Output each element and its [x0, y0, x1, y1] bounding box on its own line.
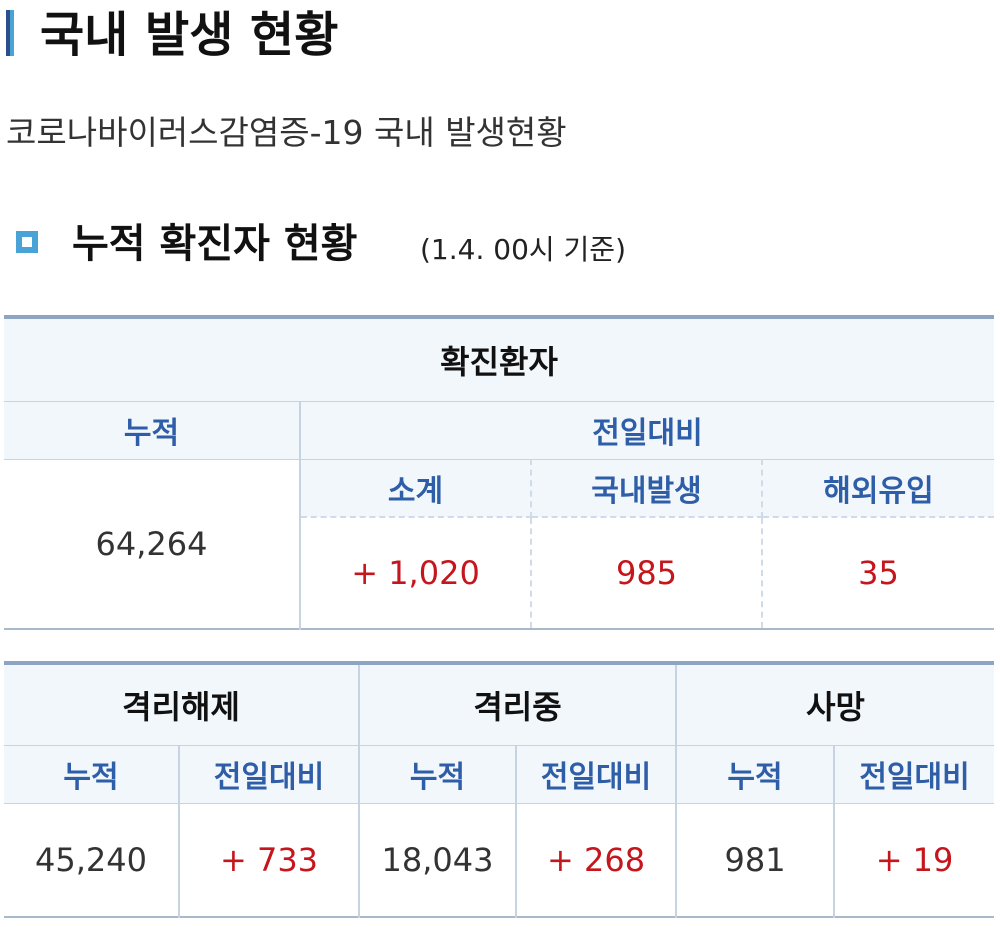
isolated-header: 격리중: [359, 663, 678, 746]
deaths-cumulative-label: 누적: [676, 745, 836, 804]
section-date-note: (1.4. 00시 기준): [420, 233, 626, 266]
confirmed-domestic-label: 국내발생: [531, 459, 763, 518]
page-title: 국내 발생 현황: [40, 7, 339, 63]
section-title: 누적 확진자 현황: [72, 221, 358, 267]
confirmed-cases-table: 확진환자 누적 전일대비 64,264 소계 국내발생 해외유입 + 1,020…: [4, 315, 995, 630]
confirmed-imported-value: 35: [762, 517, 995, 629]
page-subtitle: 코로나바이러스감염증-19 국내 발생현황: [6, 113, 567, 152]
section-square-icon: [16, 231, 38, 253]
confirmed-cumulative-label: 누적: [4, 401, 301, 460]
deaths-change-label: 전일대비: [834, 745, 995, 804]
isolated-cumulative-value: 18,043: [359, 803, 518, 917]
deaths-header: 사망: [676, 663, 995, 746]
confirmed-header: 확진환자: [4, 317, 995, 402]
confirmed-subtotal-label: 소계: [300, 459, 532, 518]
released-header: 격리해제: [4, 663, 361, 746]
confirmed-change-label: 전일대비: [300, 401, 995, 460]
deaths-cumulative-value: 981: [676, 803, 836, 917]
deaths-change-value: + 19: [834, 803, 995, 917]
isolated-cumulative-label: 누적: [359, 745, 518, 804]
released-cumulative-value: 45,240: [4, 803, 180, 917]
isolated-change-value: + 268: [516, 803, 678, 917]
released-change-value: + 733: [179, 803, 361, 917]
title-accent-bar: [6, 10, 14, 56]
confirmed-cumulative-value: 64,264: [4, 459, 301, 629]
confirmed-domestic-value: 985: [531, 517, 763, 629]
released-cumulative-label: 누적: [4, 745, 180, 804]
confirmed-subtotal-value: + 1,020: [300, 517, 532, 629]
released-change-label: 전일대비: [179, 745, 361, 804]
status-table: 격리해제 격리중 사망 누적 전일대비 누적 전일대비 누적 전일대비 45,2…: [4, 661, 995, 918]
confirmed-imported-label: 해외유입: [762, 459, 995, 518]
isolated-change-label: 전일대비: [516, 745, 678, 804]
